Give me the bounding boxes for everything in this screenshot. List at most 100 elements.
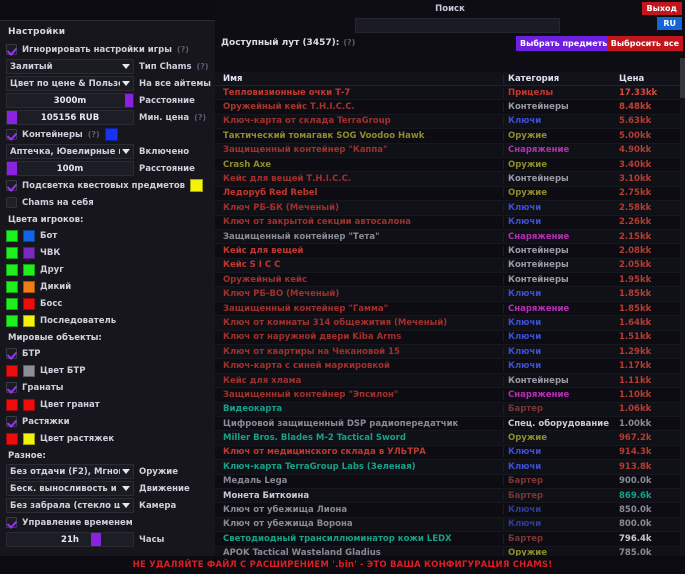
distance-2-slider[interactable]: 100m bbox=[6, 161, 134, 176]
table-row[interactable]: Видеокарта Бартер 1.06kk bbox=[215, 402, 685, 417]
quest-highlight-row[interactable]: Подсветка квестовых предметов bbox=[0, 177, 215, 194]
search-input[interactable] bbox=[355, 18, 560, 33]
player-color-swatch-a[interactable] bbox=[6, 314, 18, 327]
misc-option-row[interactable]: Беск. выносливость и нет уста Движение bbox=[0, 480, 215, 497]
player-color-row[interactable]: ЧВК bbox=[0, 244, 215, 261]
table-row[interactable]: Ключ от наружной двери Kiba Arms Ключи 1.5… bbox=[215, 330, 685, 346]
table-row[interactable]: Ключ-карта с синей маркировкой Ключи 1.17k… bbox=[215, 359, 685, 374]
table-row[interactable]: Crash Axe Оружие 3.40kk bbox=[215, 157, 685, 173]
containers-color-swatch[interactable] bbox=[104, 128, 118, 141]
player-color-swatch-b[interactable] bbox=[23, 263, 35, 276]
help-icon[interactable]: (?) bbox=[87, 130, 100, 139]
player-color-row[interactable]: Последователь bbox=[0, 312, 215, 329]
player-color-row[interactable]: Бот bbox=[0, 227, 215, 244]
quest-highlight-checkbox[interactable] bbox=[6, 180, 17, 191]
help-icon[interactable]: (?) bbox=[343, 38, 356, 47]
player-color-swatch-a[interactable] bbox=[6, 263, 18, 276]
table-row[interactable]: Кейс для хлама Контейнеры 1.11kk bbox=[215, 373, 685, 389]
color-mode-row[interactable]: Цвет по цене & Пользователы На все айтем… bbox=[0, 75, 215, 92]
player-color-swatch-a[interactable] bbox=[6, 280, 18, 293]
chevron-down-icon[interactable] bbox=[122, 149, 130, 154]
misc-option-row[interactable]: Без забрала (стекло шлема) Камера bbox=[0, 497, 215, 514]
column-header-category[interactable]: Категория bbox=[503, 73, 613, 84]
time-control-row[interactable]: Управление временем bbox=[0, 514, 215, 531]
distance-items-row[interactable]: 3000m Расстояние bbox=[0, 92, 215, 109]
player-color-swatch-b[interactable] bbox=[23, 314, 35, 327]
chams-type-row[interactable]: Залитый Тип Chams (?) bbox=[0, 58, 215, 75]
world-object-toggle-row[interactable]: Гранаты bbox=[0, 379, 215, 396]
table-row[interactable]: Ключ от убежища Ворона Ключи 800.0k bbox=[215, 517, 685, 533]
player-color-row[interactable]: Дикий bbox=[0, 278, 215, 295]
world-object-swatch-b[interactable] bbox=[23, 398, 35, 411]
player-color-swatch-a[interactable] bbox=[6, 246, 18, 259]
containers-row[interactable]: Контейнеры (?) bbox=[0, 126, 215, 143]
player-color-swatch-a[interactable] bbox=[6, 297, 18, 310]
misc-option-row[interactable]: Без отдачи (F2), Мгновенное п Оружие bbox=[0, 463, 215, 480]
world-object-toggle-row[interactable]: БТР bbox=[0, 345, 215, 362]
column-header-name[interactable]: Имя bbox=[223, 73, 243, 84]
player-color-swatch-b[interactable] bbox=[23, 280, 35, 293]
table-row[interactable]: Ледоруб Red Rebel Оружие 2.75kk bbox=[215, 186, 685, 202]
min-price-row[interactable]: 105156 RUB Мин. цена (?) bbox=[0, 109, 215, 126]
table-row[interactable]: Медаль Lega Бартер 900.0k bbox=[215, 474, 685, 489]
medkits-category-select[interactable]: Аптечка, Ювелирные и... bbox=[6, 144, 134, 159]
world-object-checkbox[interactable] bbox=[6, 416, 17, 427]
color-mode-select[interactable]: Цвет по цене & Пользователы bbox=[6, 76, 134, 91]
loot-scrollbar[interactable] bbox=[680, 58, 685, 574]
table-row[interactable]: Кейс S I C C Контейнеры 2.05kk bbox=[215, 258, 685, 274]
table-row[interactable]: Оружейный кейс Т.Н.І.С.С. Контейнеры 8.48k… bbox=[215, 100, 685, 115]
misc-select[interactable]: Без забрала (стекло шлема) bbox=[6, 498, 134, 513]
table-row[interactable]: Ключ РБ-ВО (Меченый) Ключи 1.85kk bbox=[215, 287, 685, 302]
help-icon[interactable]: (?) bbox=[194, 113, 207, 122]
min-price-slider[interactable]: 105156 RUB bbox=[6, 110, 134, 125]
world-object-color-row[interactable]: Цвет БТР bbox=[0, 362, 215, 379]
world-object-swatch-b[interactable] bbox=[23, 364, 35, 377]
help-icon[interactable]: (?) bbox=[196, 62, 209, 71]
world-object-color-row[interactable]: Цвет гранат bbox=[0, 396, 215, 413]
chams-self-checkbox[interactable] bbox=[6, 197, 17, 208]
table-row[interactable]: Ключ от медицинского склада в УЛЬТРА Ключ… bbox=[215, 445, 685, 461]
table-row[interactable]: Цифровой защищенный DSP радиопередатчик С… bbox=[215, 416, 685, 432]
player-color-row[interactable]: Босс bbox=[0, 295, 215, 312]
containers-checkbox[interactable] bbox=[6, 129, 17, 140]
table-row[interactable]: Ключ-карта TerraGroup Labs (Зеленая) Ключ… bbox=[215, 460, 685, 475]
scrollbar-thumb[interactable] bbox=[680, 58, 685, 98]
language-button[interactable]: RU bbox=[657, 17, 682, 30]
world-object-toggle-row[interactable]: Растяжки bbox=[0, 413, 215, 430]
table-row[interactable]: Ключ от закрытой секции автосалона Ключи 2… bbox=[215, 215, 685, 230]
world-object-checkbox[interactable] bbox=[6, 348, 17, 359]
player-color-row[interactable]: Друг bbox=[0, 261, 215, 278]
table-row[interactable]: Ключ РБ-БК (Меченый) Ключи 2.58kk bbox=[215, 201, 685, 216]
distance-2-row[interactable]: 100m Расстояние bbox=[0, 160, 215, 177]
table-row[interactable]: Ключ от квартиры на Чекановой 15 Ключи 1.2… bbox=[215, 345, 685, 360]
player-color-swatch-a[interactable] bbox=[6, 229, 18, 242]
table-row[interactable]: Монета Биткоина Бартер 869.6k bbox=[215, 488, 685, 504]
table-row[interactable]: Защищенный контейнер "Гамма" Снаряжение 1.… bbox=[215, 301, 685, 317]
column-header-price[interactable]: Цена bbox=[619, 73, 645, 84]
table-row[interactable]: Miller Bros. Blades M-2 Tactical Sword Ор… bbox=[215, 431, 685, 446]
medkits-category-row[interactable]: Аптечка, Ювелирные и... Включено bbox=[0, 143, 215, 160]
time-slider[interactable]: 21h bbox=[6, 532, 134, 547]
player-color-swatch-b[interactable] bbox=[23, 246, 35, 259]
chevron-down-icon[interactable] bbox=[122, 503, 130, 508]
table-row[interactable]: Светодиодный трансиллюминатор кожи LEDX Б… bbox=[215, 532, 685, 547]
world-object-swatch-b[interactable] bbox=[23, 432, 35, 445]
table-row[interactable]: Ключ от убежища Лиона Ключи 850.0k bbox=[215, 503, 685, 518]
table-row[interactable]: Кейс для вещей Т.Н.І.С.С. Контейнеры 3.10k… bbox=[215, 172, 685, 187]
misc-select[interactable]: Без отдачи (F2), Мгновенное п bbox=[6, 464, 134, 479]
table-row[interactable]: Ключ-карта от склада TerraGroup Ключи 5.63… bbox=[215, 114, 685, 130]
world-object-swatch-a[interactable] bbox=[6, 398, 18, 411]
world-object-color-row[interactable]: Цвет растяжек bbox=[0, 430, 215, 447]
chevron-down-icon[interactable] bbox=[122, 469, 130, 474]
exit-button[interactable]: Выход bbox=[641, 2, 682, 15]
chams-self-row[interactable]: Chams на себя bbox=[0, 194, 215, 211]
table-row[interactable]: Защищенный контейнер "Каппа" Снаряжение 4.… bbox=[215, 143, 685, 158]
loot-table-body[interactable]: Тепловизионные очки Т-7 Прицелы 17.33kk Ору… bbox=[215, 86, 685, 560]
chams-type-select[interactable]: Залитый bbox=[6, 59, 134, 74]
table-row[interactable]: Тактический томагавк SOG Voodoo Hawk Оруж… bbox=[215, 129, 685, 144]
player-color-swatch-b[interactable] bbox=[23, 297, 35, 310]
table-row[interactable]: Кейс для вещей Контейнеры 2.08kk bbox=[215, 244, 685, 259]
world-object-swatch-a[interactable] bbox=[6, 364, 18, 377]
drop-all-button[interactable]: Выбросить все bbox=[606, 36, 683, 51]
table-row[interactable]: Оружейный кейс Контейнеры 1.95kk bbox=[215, 273, 685, 288]
